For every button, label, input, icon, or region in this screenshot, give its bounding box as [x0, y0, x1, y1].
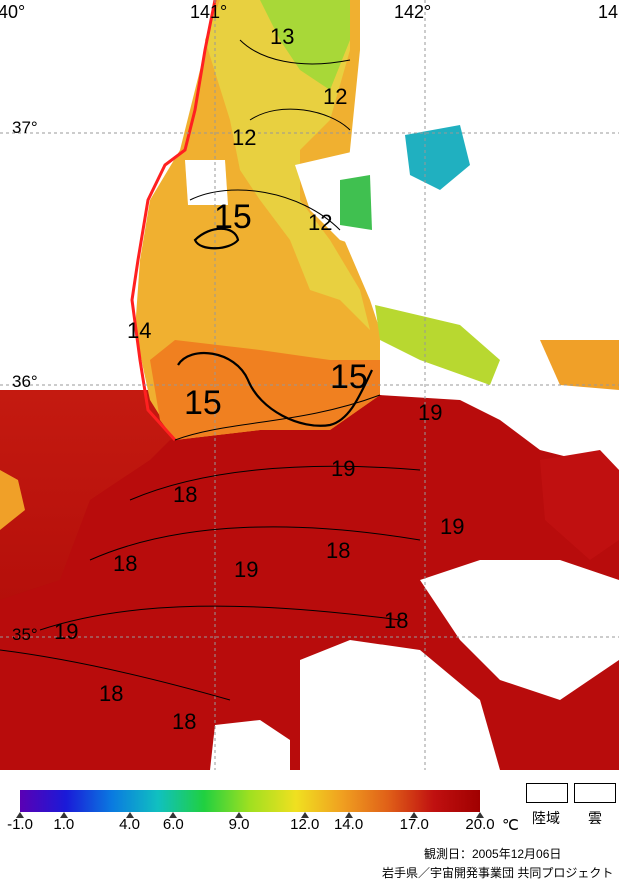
contour-label: 12 — [232, 125, 257, 150]
graticule — [0, 0, 619, 770]
legend-panel: -1.0 1.0 4.0 6.0 9.0 12.0 14.0 17.0 20.0 ℃ 陸域 雲 … — [0, 770, 619, 881]
land-legend-swatch — [526, 783, 568, 803]
contour-label: 18 — [384, 608, 409, 633]
cloud-patch-southeast — [420, 560, 619, 700]
colorbar-tick-label: 17.0 — [399, 816, 429, 833]
contour-label: 19 — [440, 514, 465, 539]
contour-label: 19 — [234, 557, 259, 582]
observation-date: 観測日：2005年12月06日 — [424, 847, 562, 861]
longitude-label: 141° — [190, 2, 228, 22]
cloud-patch-southwest — [210, 720, 290, 770]
coastline — [130, 0, 217, 442]
colorbar-tick-mark — [169, 812, 178, 818]
colorbar-tick-mark — [344, 812, 353, 818]
temperature-colorbar — [20, 790, 480, 812]
sea-surface-temperature-map — [0, 0, 619, 770]
colorbar-tick-label: 20.0 — [465, 816, 495, 833]
contour-label: 15 — [330, 358, 368, 396]
contour-label: 19 — [331, 456, 356, 481]
red-patches-east — [540, 450, 619, 560]
colorbar-tick-label: 14.0 — [333, 816, 364, 833]
credit-text: 岩手県／宇宙開発事業団 共同プロジェクト — [382, 866, 614, 880]
contour-label: 18 — [172, 709, 197, 734]
cloud-legend-label: 雲 — [588, 810, 602, 826]
colorbar-tick-mark — [300, 812, 309, 818]
land-patch-west — [0, 470, 25, 530]
contour-label: 18 — [113, 551, 138, 576]
longitude-label: 40° — [0, 2, 26, 22]
contour-label: 18 — [326, 538, 351, 563]
contour-label: 15 — [184, 384, 222, 422]
yellow-patch-east — [375, 305, 500, 385]
contour-label: 12 — [323, 84, 348, 109]
latitude-label: 37° — [12, 118, 38, 137]
longitude-label: 14 — [598, 2, 619, 22]
land-legend-label: 陸域 — [532, 810, 560, 826]
contour-label: 14 — [127, 318, 152, 343]
contour-label: 18 — [173, 482, 198, 507]
contour-label: 15 — [214, 198, 252, 236]
contour-label: 19 — [418, 400, 443, 425]
colorbar-tick-label: 6.0 — [162, 816, 184, 833]
land-patch-small — [185, 160, 228, 205]
colorbar-tick-mark — [235, 812, 244, 818]
isotherm-lines — [0, 39, 421, 701]
colorbar-tick-label: 9.0 — [228, 816, 250, 833]
temperature-unit: ℃ — [502, 817, 519, 834]
cyan-green-patches-east — [405, 125, 470, 190]
colorbar-tick-mark — [476, 812, 484, 818]
cloud-patch-south — [300, 640, 500, 770]
colorbar-tick-label: 4.0 — [119, 816, 140, 833]
latitude-label: 36° — [12, 372, 38, 391]
green-water-patch — [260, 0, 350, 90]
contour-label: 18 — [99, 681, 124, 706]
colorbar-tick-label: 1.0 — [53, 816, 75, 833]
green-patch-east — [340, 175, 372, 230]
colorbar-tick-label: -1.0 — [7, 816, 33, 833]
warm-water-region-upper — [0, 395, 619, 770]
longitude-label: 142° — [394, 2, 432, 22]
latitude-label: 35° — [12, 625, 38, 644]
cloud-legend-swatch — [574, 783, 616, 803]
contour-label: 12 — [308, 210, 333, 235]
contour-label: 19 — [54, 619, 79, 644]
colorbar-tick-mark — [125, 812, 134, 818]
isotherm-15-lines — [177, 227, 373, 427]
orange-transition-band — [150, 340, 380, 440]
colorbar-tick-label: 12.0 — [290, 816, 320, 833]
colorbar-tick-mark — [16, 812, 24, 818]
colorbar-tick-mark — [410, 812, 419, 818]
contour-label: 13 — [270, 24, 295, 49]
colorbar-tick-mark — [59, 812, 68, 818]
orange-patch-east — [540, 340, 619, 390]
